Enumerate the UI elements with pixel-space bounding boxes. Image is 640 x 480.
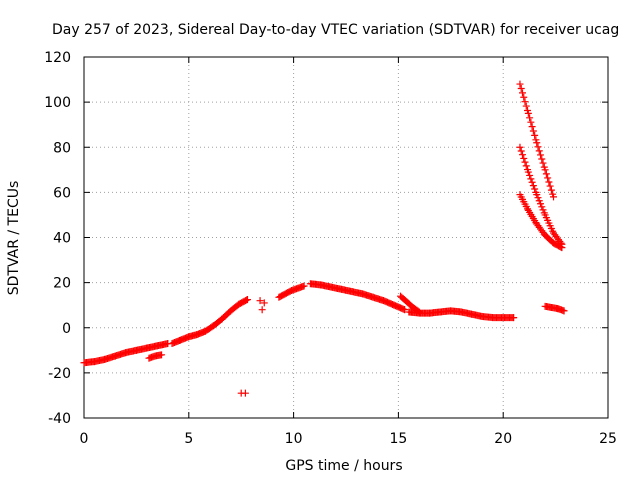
data-point — [529, 182, 537, 190]
data-point — [522, 162, 530, 170]
grid-layer — [84, 57, 608, 418]
x-tick-label: 20 — [494, 431, 512, 447]
data-point — [550, 193, 558, 201]
y-tick-label: 40 — [53, 231, 71, 247]
data-point — [526, 114, 534, 122]
x-tick-label: 0 — [80, 431, 89, 447]
data-point — [415, 308, 423, 316]
data-point — [260, 299, 268, 307]
data-point — [510, 314, 518, 322]
x-tick-label: 10 — [285, 431, 303, 447]
data-point — [539, 159, 547, 167]
data-point — [521, 158, 529, 166]
data-point — [524, 205, 532, 213]
data-point — [544, 174, 552, 182]
y-tick-label: 100 — [44, 95, 71, 111]
chart-title: Day 257 of 2023, Sidereal Day-to-day VTE… — [52, 22, 619, 38]
y-tick-label: -20 — [48, 366, 71, 382]
data-point — [300, 282, 308, 290]
data-point — [256, 297, 264, 305]
data-point — [539, 206, 547, 214]
plot-frame — [83, 56, 609, 419]
data-point — [531, 185, 539, 193]
x-tick-label: 25 — [599, 431, 617, 447]
x-tick-label: 15 — [389, 431, 407, 447]
x-axis-label: GPS time / hours — [285, 458, 402, 474]
tick-layer: 0 5 10 15 20 25 -40 -20 0 20 40 60 80 100 120 — [44, 50, 617, 447]
data-point — [535, 197, 543, 205]
data-point — [537, 151, 545, 159]
data-point — [524, 109, 532, 117]
data-point — [537, 200, 545, 208]
data-point — [516, 80, 524, 88]
data-point — [158, 351, 166, 359]
data-point — [258, 306, 266, 314]
data-point — [533, 139, 541, 147]
data-point — [545, 178, 553, 186]
y-tick-label: 120 — [44, 50, 71, 66]
data-point — [517, 84, 525, 92]
data-point — [518, 151, 526, 159]
data-point — [524, 168, 532, 176]
data-point — [558, 244, 566, 252]
data-point — [528, 123, 536, 131]
data-point — [542, 170, 550, 178]
y-tick-label: 80 — [53, 140, 71, 156]
y-tick-label: 60 — [53, 185, 71, 201]
data-point — [521, 98, 529, 106]
data-point — [528, 178, 536, 186]
x-tick-label: 5 — [184, 431, 193, 447]
data-point — [534, 143, 542, 151]
data-point — [560, 307, 568, 315]
data-point — [533, 191, 541, 199]
y-axis-label: SDTVAR / TECUs — [6, 181, 22, 296]
data-point — [532, 136, 540, 144]
data-point — [535, 147, 543, 155]
data-point — [414, 307, 422, 315]
data-point — [529, 127, 537, 135]
data-point — [520, 154, 528, 162]
data-point — [546, 182, 554, 190]
data-point — [401, 306, 409, 314]
data-point — [522, 102, 530, 110]
data-point — [538, 203, 546, 211]
y-tick-label: 0 — [62, 321, 71, 337]
data-point — [516, 143, 524, 151]
data-point — [534, 194, 542, 202]
data-point — [531, 131, 539, 139]
data-point — [518, 89, 526, 97]
data-point — [527, 175, 535, 183]
data-point — [517, 147, 525, 155]
data-point — [541, 166, 549, 174]
data-point — [538, 155, 546, 163]
data-layer — [80, 80, 568, 397]
data-point — [547, 186, 555, 194]
data-point — [241, 389, 249, 397]
data-point — [526, 171, 534, 179]
y-tick-label: 20 — [53, 276, 71, 292]
data-point — [520, 93, 528, 101]
data-point — [527, 118, 535, 126]
y-tick-label: -40 — [48, 411, 71, 427]
data-point — [243, 296, 251, 304]
